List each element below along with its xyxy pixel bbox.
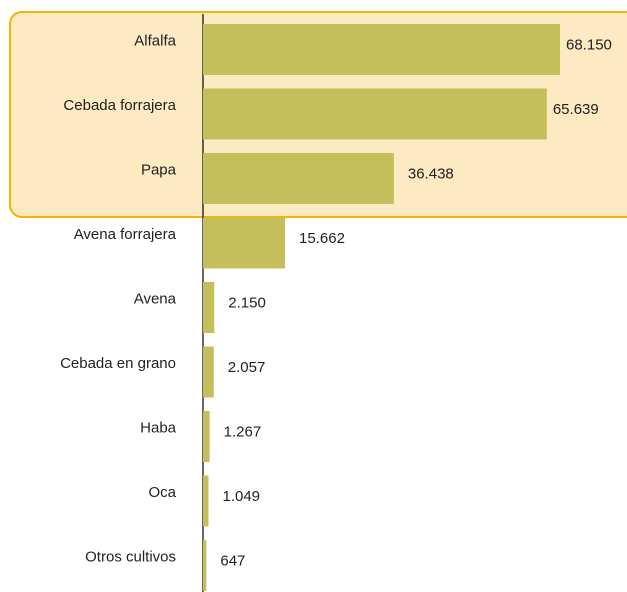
bar xyxy=(203,475,209,527)
value-label: 15.662 xyxy=(299,230,345,247)
bar xyxy=(203,88,547,140)
bar xyxy=(203,24,560,75)
value-label: 1.267 xyxy=(224,423,262,440)
category-label: Alfalfa xyxy=(134,32,176,49)
category-label: Papa xyxy=(141,161,177,178)
value-label: 1.049 xyxy=(222,488,260,505)
category-label: Oca xyxy=(148,484,176,501)
bar xyxy=(203,346,214,398)
category-label: Cebada forrajera xyxy=(63,97,176,114)
category-label: Avena forrajera xyxy=(74,226,177,243)
value-label: 647 xyxy=(220,552,245,569)
category-label: Haba xyxy=(140,419,177,436)
bar xyxy=(203,217,286,269)
bar xyxy=(203,282,215,333)
value-label: 2.150 xyxy=(228,294,266,311)
bar xyxy=(203,540,207,591)
category-label: Otros cultivos xyxy=(85,548,176,565)
value-label: 36.438 xyxy=(408,165,454,182)
value-label: 2.057 xyxy=(228,359,266,376)
value-label: 68.150 xyxy=(566,36,612,53)
category-label: Cebada en grano xyxy=(60,355,176,372)
bar xyxy=(203,411,210,462)
category-label: Avena xyxy=(134,290,177,307)
value-label: 65.639 xyxy=(553,101,599,118)
bar xyxy=(203,153,394,204)
